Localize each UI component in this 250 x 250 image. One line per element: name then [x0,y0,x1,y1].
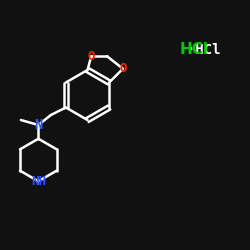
Text: ·HCl: ·HCl [188,43,221,57]
Text: HCl: HCl [180,42,209,58]
Text: O: O [88,50,95,63]
Text: NH: NH [31,175,46,188]
Text: O: O [119,62,127,75]
Text: N: N [34,118,42,132]
